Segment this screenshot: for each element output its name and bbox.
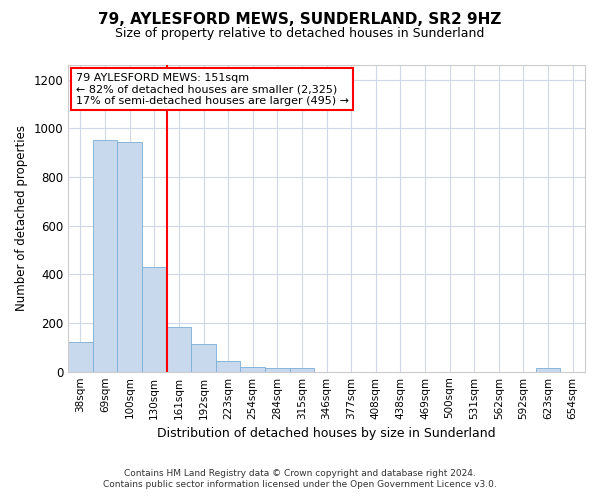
Text: 79, AYLESFORD MEWS, SUNDERLAND, SR2 9HZ: 79, AYLESFORD MEWS, SUNDERLAND, SR2 9HZ bbox=[98, 12, 502, 28]
Bar bbox=[216, 360, 241, 372]
Bar bbox=[142, 267, 167, 372]
Bar bbox=[167, 326, 191, 372]
Text: Contains HM Land Registry data © Crown copyright and database right 2024.: Contains HM Land Registry data © Crown c… bbox=[124, 468, 476, 477]
Text: 79 AYLESFORD MEWS: 151sqm
← 82% of detached houses are smaller (2,325)
17% of se: 79 AYLESFORD MEWS: 151sqm ← 82% of detac… bbox=[76, 72, 349, 106]
X-axis label: Distribution of detached houses by size in Sunderland: Distribution of detached houses by size … bbox=[157, 427, 496, 440]
Bar bbox=[241, 368, 265, 372]
Text: Contains public sector information licensed under the Open Government Licence v3: Contains public sector information licen… bbox=[103, 480, 497, 489]
Bar bbox=[536, 368, 560, 372]
Bar bbox=[93, 140, 118, 372]
Bar bbox=[290, 368, 314, 372]
Bar bbox=[265, 368, 290, 372]
Text: Size of property relative to detached houses in Sunderland: Size of property relative to detached ho… bbox=[115, 28, 485, 40]
Bar bbox=[118, 142, 142, 372]
Y-axis label: Number of detached properties: Number of detached properties bbox=[15, 126, 28, 312]
Bar bbox=[68, 342, 93, 372]
Bar bbox=[191, 344, 216, 371]
